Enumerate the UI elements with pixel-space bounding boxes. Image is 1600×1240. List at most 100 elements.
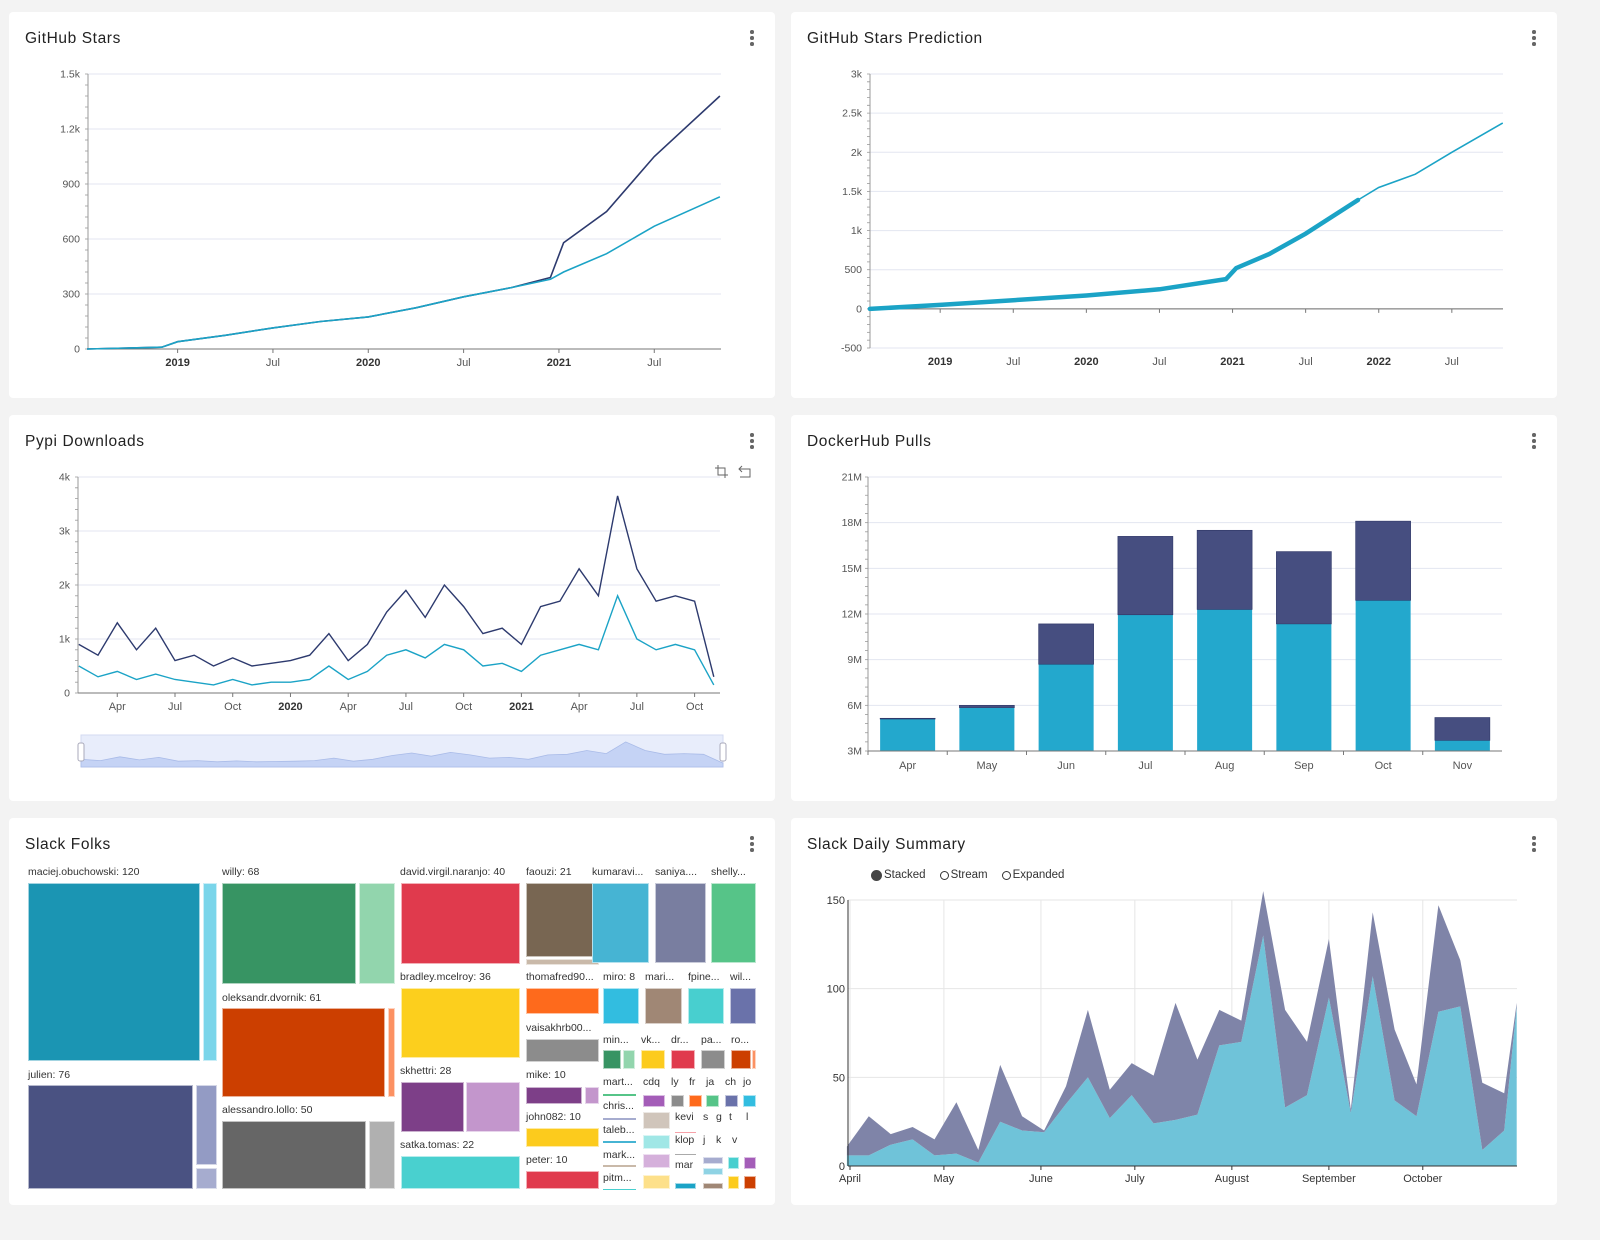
treemap-cell[interactable] <box>603 1189 636 1190</box>
treemap-group-label: pa... <box>701 1034 722 1046</box>
mode-expanded-radio[interactable]: Expanded <box>1001 869 1064 881</box>
treemap-cell[interactable] <box>744 1157 756 1169</box>
more-options-icon[interactable] <box>749 836 755 854</box>
mode-stacked-radio[interactable]: Stacked <box>871 869 926 881</box>
treemap-cell[interactable] <box>401 1082 464 1132</box>
treemap-cell[interactable] <box>689 1095 702 1107</box>
treemap-cell[interactable] <box>730 988 756 1024</box>
bar-jun-series-1[interactable] <box>1038 623 1094 665</box>
treemap-cell[interactable] <box>641 1050 665 1069</box>
zoom-reset-icon[interactable] <box>738 465 751 478</box>
treemap-cell[interactable] <box>592 883 649 963</box>
treemap-cell[interactable] <box>703 1183 723 1189</box>
treemap-cell[interactable] <box>706 1095 719 1107</box>
bar-nov-series-1[interactable] <box>1434 717 1491 741</box>
treemap-cell[interactable] <box>222 1008 385 1097</box>
treemap-cell[interactable] <box>688 988 724 1024</box>
treemap-cell[interactable] <box>603 1165 636 1167</box>
treemap-cell[interactable] <box>655 883 706 963</box>
treemap-cell[interactable] <box>703 1157 723 1164</box>
treemap-cell[interactable] <box>603 1094 636 1096</box>
more-options-icon[interactable] <box>749 30 755 48</box>
more-options-icon[interactable] <box>1531 836 1537 854</box>
treemap-cell[interactable] <box>643 1135 670 1149</box>
more-options-icon[interactable] <box>749 433 755 451</box>
bar-sep-series-0[interactable] <box>1276 623 1332 751</box>
treemap-cell[interactable] <box>701 1050 725 1069</box>
treemap-cell[interactable] <box>703 1168 723 1175</box>
treemap-cell[interactable] <box>725 1095 738 1107</box>
zoom-toolbox <box>715 465 751 478</box>
treemap-cell[interactable] <box>203 883 217 1061</box>
treemap-cell[interactable] <box>28 1085 193 1189</box>
treemap-cell[interactable] <box>643 1154 670 1168</box>
bar-oct-series-0[interactable] <box>1355 600 1411 751</box>
treemap-cell[interactable] <box>28 883 200 1061</box>
bar-apr-series-1[interactable] <box>879 717 936 720</box>
treemap-cell[interactable] <box>643 1112 670 1129</box>
treemap-cell[interactable] <box>466 1082 520 1132</box>
treemap-cell[interactable] <box>731 1050 751 1069</box>
treemap-cell[interactable] <box>526 959 599 965</box>
bar-may-series-1[interactable] <box>959 705 1015 708</box>
treemap-cell[interactable] <box>675 1154 696 1155</box>
area-series-0[interactable] <box>846 935 1517 1167</box>
treemap-cell[interactable] <box>222 883 356 984</box>
treemap-cell[interactable] <box>526 883 599 957</box>
treemap-cell[interactable] <box>401 988 520 1058</box>
treemap-cell[interactable] <box>675 1132 696 1133</box>
bar-aug-series-0[interactable] <box>1197 609 1253 751</box>
treemap-cell[interactable] <box>585 1087 599 1104</box>
treemap-cell[interactable] <box>645 988 682 1024</box>
treemap-cell[interactable] <box>526 1171 599 1189</box>
treemap-cell[interactable] <box>728 1176 739 1189</box>
treemap-cell[interactable] <box>526 1128 599 1147</box>
bar-oct-series-1[interactable] <box>1355 520 1411 601</box>
treemap-cell[interactable] <box>603 1050 621 1069</box>
treemap-cell[interactable] <box>675 1183 696 1189</box>
treemap-group-label: ch <box>725 1076 737 1088</box>
treemap-cell[interactable] <box>401 1156 520 1189</box>
treemap-cell[interactable] <box>359 883 395 984</box>
treemap-cell[interactable] <box>671 1095 684 1107</box>
treemap-cell[interactable] <box>401 883 520 964</box>
bar-aug-series-1[interactable] <box>1196 529 1253 610</box>
treemap-cell[interactable] <box>526 1039 599 1062</box>
bar-jul-series-0[interactable] <box>1117 614 1173 751</box>
data-zoom-end-handle[interactable] <box>719 742 727 762</box>
zoom-select-icon[interactable] <box>715 465 728 478</box>
treemap-cell[interactable] <box>526 1087 582 1104</box>
treemap-cell[interactable] <box>671 1050 695 1069</box>
treemap-cell[interactable] <box>369 1121 395 1189</box>
treemap-cell[interactable] <box>603 1118 636 1120</box>
bar-jun-series-0[interactable] <box>1038 664 1094 751</box>
treemap-cell[interactable] <box>623 1050 635 1069</box>
treemap-cell[interactable] <box>388 1008 395 1097</box>
mode-stream-radio[interactable]: Stream <box>939 869 988 881</box>
treemap-cell[interactable] <box>744 1176 756 1189</box>
bar-sep-series-1[interactable] <box>1276 551 1332 625</box>
treemap-cell[interactable] <box>711 883 756 963</box>
bar-may-series-0[interactable] <box>959 707 1015 751</box>
treemap-cell[interactable] <box>643 1175 670 1189</box>
treemap-cell[interactable] <box>196 1168 217 1189</box>
treemap-cell[interactable] <box>643 1095 665 1107</box>
treemap-group-label: alessandro.lollo: 50 <box>222 1104 313 1116</box>
treemap-cell[interactable] <box>603 1141 636 1143</box>
more-options-icon[interactable] <box>1531 30 1537 48</box>
treemap-cell[interactable] <box>752 1050 756 1069</box>
treemap-cell[interactable] <box>526 988 599 1014</box>
bar-nov-series-0[interactable] <box>1434 740 1490 751</box>
bar-jul-series-1[interactable] <box>1117 536 1174 616</box>
treemap-group-label: dr... <box>671 1034 689 1046</box>
more-options-icon[interactable] <box>1531 433 1537 451</box>
area-series-1[interactable] <box>846 891 1517 1163</box>
pypi-downloads-chart: 0 1k 2k 3k 4k Apr Jul Oct 2020 Apr Jul Oct 2021 Apr Ju… <box>59 472 727 768</box>
treemap-cell[interactable] <box>196 1085 217 1165</box>
bar-apr-series-0[interactable] <box>880 719 936 751</box>
treemap-cell[interactable] <box>743 1095 756 1107</box>
data-zoom-start-handle[interactable] <box>77 742 85 762</box>
treemap-cell[interactable] <box>603 988 639 1024</box>
treemap-cell[interactable] <box>222 1121 366 1189</box>
treemap-cell[interactable] <box>728 1157 739 1169</box>
